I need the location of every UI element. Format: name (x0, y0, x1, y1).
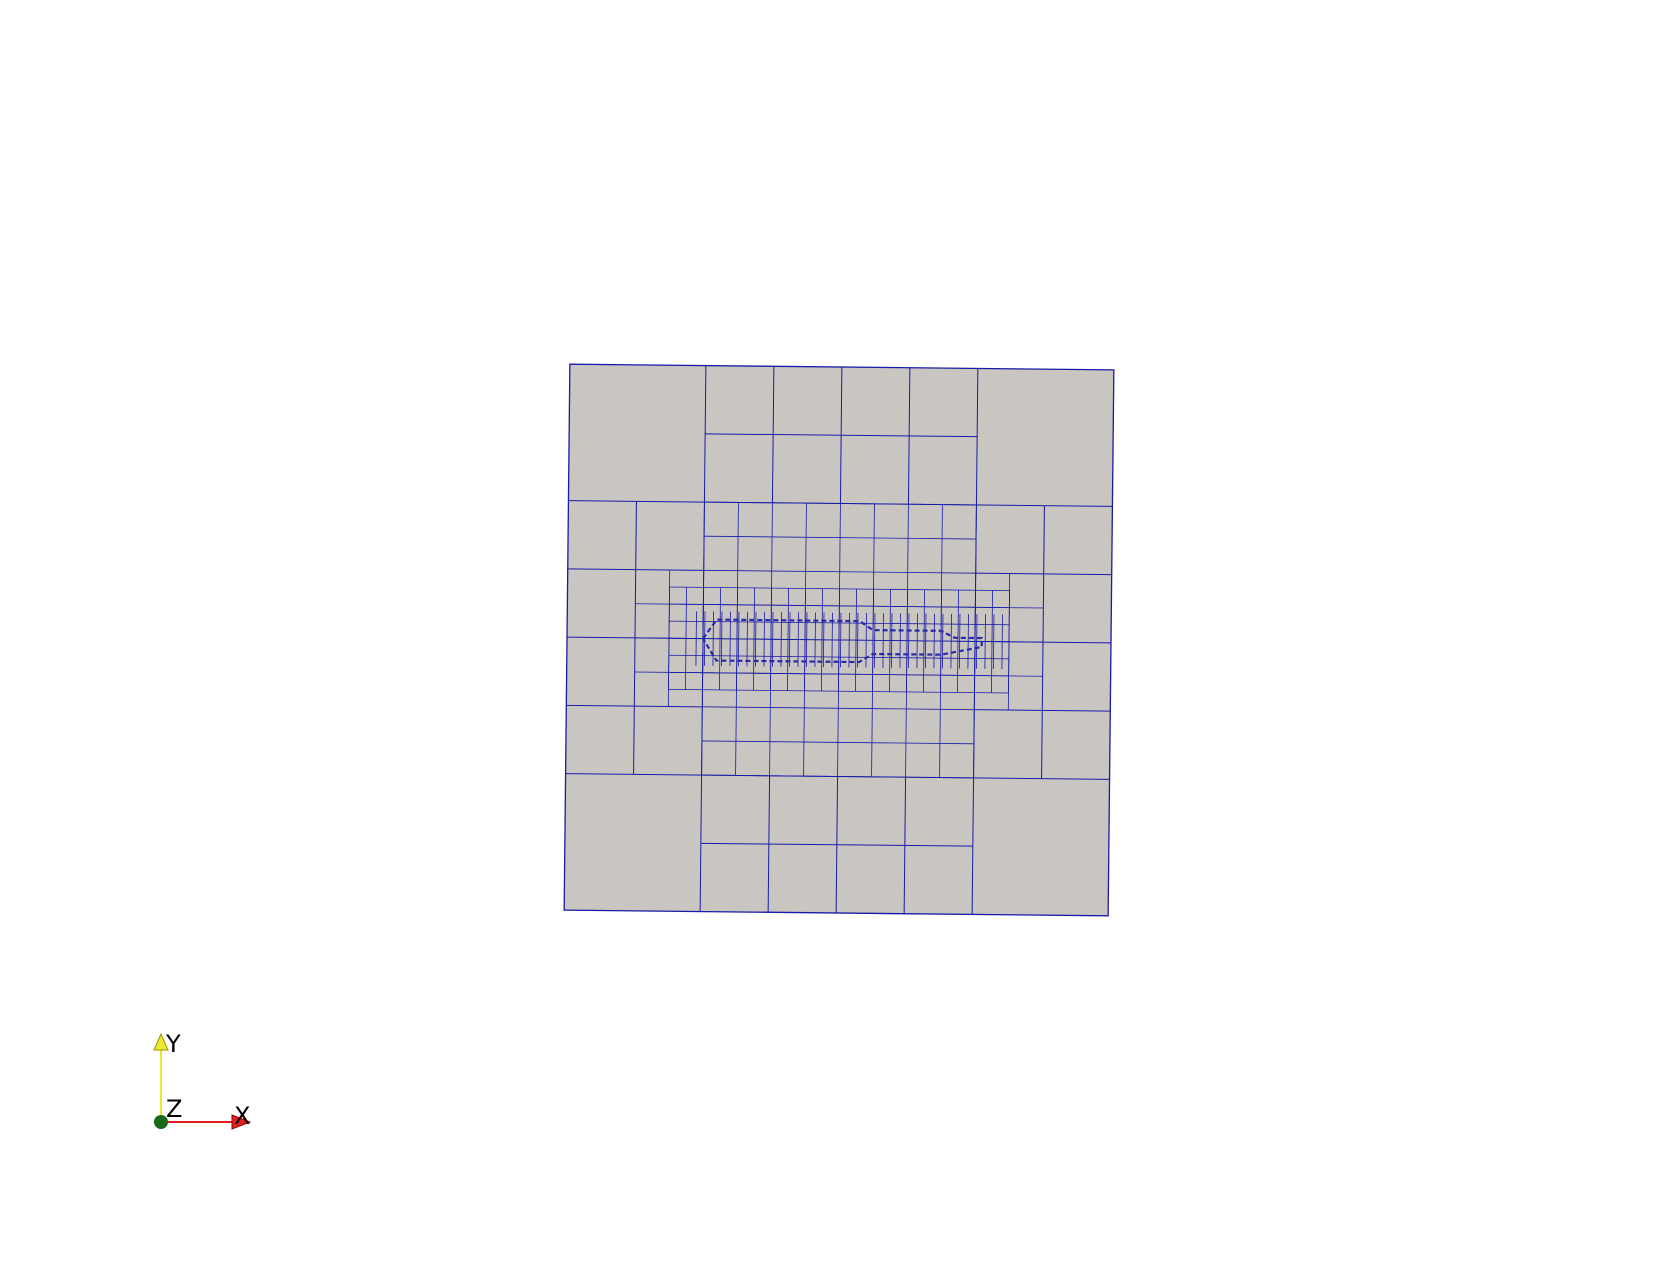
mesh-edge (668, 671, 1009, 677)
mesh-edge (669, 603, 1010, 609)
mesh-edge (566, 704, 703, 708)
mesh-edge (701, 740, 974, 745)
mesh-edge (755, 611, 757, 667)
mesh-edge (975, 572, 1112, 576)
mesh-edge (908, 613, 910, 669)
mesh-edge (704, 501, 977, 506)
mesh-edge (772, 612, 774, 667)
mesh-edge (700, 842, 973, 847)
mesh-edge (882, 613, 884, 668)
mesh-edge (950, 613, 952, 669)
mesh-edge (925, 613, 927, 669)
mesh-interface-refinement (701, 618, 983, 664)
mesh-edge (899, 613, 901, 668)
mesh-refined-band (634, 501, 1044, 779)
orientation-axes: Y Z X (153, 1030, 252, 1130)
y-axis-label: Y (165, 1030, 181, 1058)
mesh-edge (704, 535, 977, 540)
interface-contour (701, 618, 983, 664)
mesh-edge (874, 613, 876, 668)
mesh-edge (984, 614, 986, 669)
mesh-edge (712, 611, 714, 666)
mesh-edge (704, 611, 706, 666)
mesh-edge (974, 709, 1111, 712)
mesh-edge (701, 774, 974, 779)
mesh-edge (705, 433, 978, 438)
mesh-edge (669, 620, 1010, 626)
mesh-edge (746, 611, 748, 667)
mesh-edge (1001, 614, 1003, 670)
mesh-edge (891, 613, 893, 668)
mesh-edge (993, 614, 995, 669)
mesh-edge (729, 611, 731, 667)
mesh-edge (763, 611, 765, 667)
mesh-edge (959, 613, 961, 669)
x-axis-label: X (234, 1102, 250, 1130)
mesh-edge (967, 614, 969, 669)
x-axis-arrow (231, 1114, 252, 1130)
mesh-edge (702, 706, 975, 711)
mesh-edge (942, 613, 944, 669)
mesh-edge (695, 611, 697, 666)
mesh-edge (933, 613, 935, 669)
mesh-edge (669, 586, 1010, 591)
mesh-edge (738, 611, 740, 667)
z-axis-label: Z (166, 1095, 182, 1123)
mesh-edge (703, 569, 976, 574)
mesh-edge (669, 637, 1009, 643)
adaptive-mesh (563, 363, 1115, 917)
z-axis-dot (154, 1115, 168, 1129)
mesh-edge (668, 654, 1009, 660)
mesh-edge (567, 568, 704, 571)
mesh-edge (976, 614, 978, 669)
mesh-edge (916, 613, 918, 669)
mesh-edge (668, 689, 1009, 694)
y-axis-arrow (153, 1032, 169, 1051)
